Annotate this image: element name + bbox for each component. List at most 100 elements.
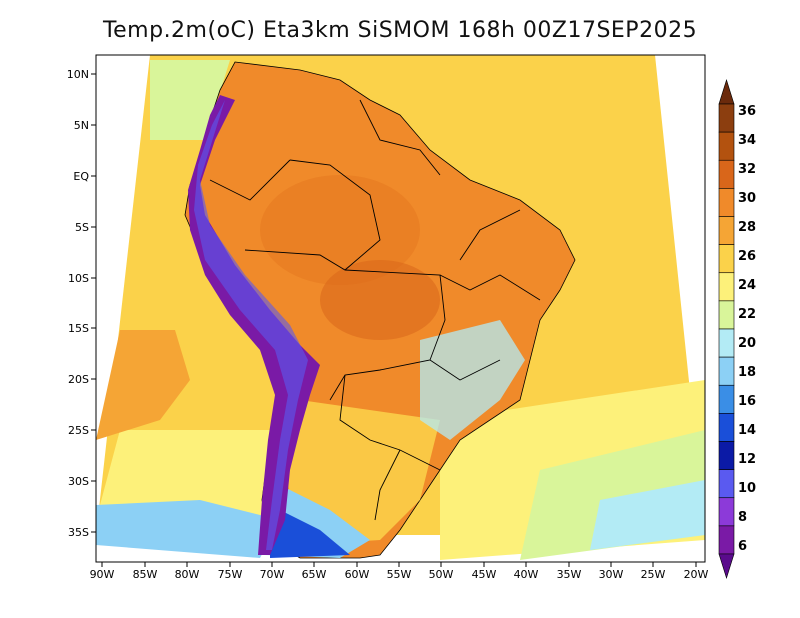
central-hot-region bbox=[320, 260, 440, 340]
lat-tick-10n: 10N bbox=[67, 68, 96, 81]
lon-label-80w: 80W bbox=[175, 568, 200, 581]
colorbar-swatch bbox=[718, 469, 735, 499]
ocean-cold-southeast bbox=[590, 480, 705, 550]
lat-tick-25s: 25S bbox=[68, 424, 96, 437]
lat-label-10s: 10S bbox=[68, 272, 89, 285]
colorbar-label-8: 8 bbox=[738, 510, 747, 525]
lon-label-45w: 45W bbox=[472, 568, 497, 581]
colorbar-swatch bbox=[718, 103, 735, 133]
map-frame-border bbox=[95, 54, 706, 563]
lat-label-5s: 5S bbox=[75, 221, 89, 234]
lon-label-90w: 90W bbox=[90, 568, 115, 581]
colorbar-swatch-bottom bbox=[718, 553, 735, 580]
lat-label-eq: EQ bbox=[73, 170, 89, 183]
lon-label-75w: 75W bbox=[218, 568, 243, 581]
lon-tick-85w: 85W bbox=[133, 562, 158, 581]
lat-tick-5s: 5S bbox=[75, 221, 96, 234]
lon-label-65w: 65W bbox=[302, 568, 327, 581]
lon-tick-40w: 40W bbox=[514, 562, 539, 581]
map-title: Temp.2m(oC) Eta3km SiSMOM 168h 00Z17SEP2… bbox=[102, 18, 698, 43]
lon-tick-60w: 60W bbox=[345, 562, 370, 581]
lat-tick-eq: EQ bbox=[73, 170, 96, 183]
southeast-brazil-cool bbox=[420, 320, 525, 440]
colorbar-swatch bbox=[718, 441, 735, 470]
andes-peaks bbox=[194, 100, 308, 550]
colorbar-swatch bbox=[718, 216, 735, 245]
colorbar-swatch bbox=[718, 356, 735, 386]
lon-label-55w: 55W bbox=[387, 568, 412, 581]
lat-tick-5n: 5N bbox=[74, 119, 96, 132]
lat-label-10n: 10N bbox=[67, 68, 89, 81]
lon-label-85w: 85W bbox=[133, 568, 158, 581]
colorbar-swatch bbox=[718, 131, 735, 161]
lat-label-30s: 30S bbox=[68, 475, 89, 488]
lon-tick-35w: 35W bbox=[557, 562, 582, 581]
amazon-hot-region bbox=[260, 175, 420, 285]
lon-tick-20w: 20W bbox=[684, 562, 709, 581]
latitude-axis: 10N 5N EQ 5S 10S 15S 20S 25S 30S 35S bbox=[67, 68, 96, 539]
lat-tick-10s: 10S bbox=[68, 272, 96, 285]
colorbar-label-24: 24 bbox=[738, 278, 756, 293]
colorbar-swatch bbox=[718, 244, 735, 274]
lon-label-30w: 30W bbox=[599, 568, 624, 581]
colorbar-label-10: 10 bbox=[738, 481, 756, 496]
lon-tick-45w: 45W bbox=[472, 562, 497, 581]
colorbar-swatch bbox=[718, 328, 735, 358]
ocean-warm-patch bbox=[96, 330, 190, 440]
colorbar-label-26: 26 bbox=[738, 249, 756, 264]
lon-tick-65w: 65W bbox=[302, 562, 327, 581]
lon-tick-90w: 90W bbox=[90, 562, 115, 581]
colorbar: 36 34 32 30 28 26 24 22 20 18 16 14 12 1… bbox=[718, 78, 756, 580]
lon-tick-25w: 25W bbox=[641, 562, 666, 581]
patagonia-colder bbox=[270, 505, 350, 558]
lon-label-40w: 40W bbox=[514, 568, 539, 581]
colorbar-label-36: 36 bbox=[738, 104, 756, 119]
lat-label-15s: 15S bbox=[68, 322, 89, 335]
lon-label-25w: 25W bbox=[641, 568, 666, 581]
colorbar-swatch bbox=[718, 272, 735, 302]
lon-tick-50w: 50W bbox=[429, 562, 454, 581]
colorbar-swatch-top bbox=[718, 78, 735, 105]
lon-label-70w: 70W bbox=[260, 568, 285, 581]
lon-tick-80w: 80W bbox=[175, 562, 200, 581]
lat-tick-35s: 35S bbox=[68, 526, 96, 539]
colorbar-label-28: 28 bbox=[738, 220, 756, 235]
colorbar-labels: 36 34 32 30 28 26 24 22 20 18 16 14 12 1… bbox=[738, 104, 756, 554]
colorbar-swatch bbox=[718, 497, 735, 527]
lon-tick-55w: 55W bbox=[387, 562, 412, 581]
colorbar-label-34: 34 bbox=[738, 133, 756, 148]
country-borders bbox=[209, 99, 541, 521]
colorbar-label-12: 12 bbox=[738, 452, 756, 467]
colorbar-swatch bbox=[718, 300, 735, 330]
colorbar-label-20: 20 bbox=[738, 336, 756, 351]
longitude-axis: 90W 85W 80W 75W 70W 65W 60W 55W 50W 45W … bbox=[90, 562, 709, 581]
lon-label-50w: 50W bbox=[429, 568, 454, 581]
colorbar-label-18: 18 bbox=[738, 365, 756, 380]
colorbar-label-16: 16 bbox=[738, 394, 756, 409]
map-field bbox=[96, 55, 705, 560]
colorbar-label-30: 30 bbox=[738, 191, 756, 206]
ocean-cold-southwest bbox=[96, 500, 280, 558]
colorbar-swatches bbox=[718, 78, 735, 580]
lat-label-25s: 25S bbox=[68, 424, 89, 437]
lat-label-5n: 5N bbox=[74, 119, 89, 132]
lon-tick-75w: 75W bbox=[218, 562, 243, 581]
colorbar-label-32: 32 bbox=[738, 162, 756, 177]
lon-label-60w: 60W bbox=[345, 568, 370, 581]
colorbar-swatch bbox=[718, 188, 735, 217]
lat-tick-30s: 30S bbox=[68, 475, 96, 488]
colorbar-label-22: 22 bbox=[738, 307, 756, 322]
lat-label-20s: 20S bbox=[68, 373, 89, 386]
lon-label-35w: 35W bbox=[557, 568, 582, 581]
colorbar-label-14: 14 bbox=[738, 423, 756, 438]
colorbar-swatch bbox=[718, 413, 735, 442]
colorbar-label-6: 6 bbox=[738, 539, 747, 554]
colorbar-swatch bbox=[718, 384, 735, 414]
lat-tick-20s: 20S bbox=[68, 373, 96, 386]
colorbar-swatch bbox=[718, 159, 735, 189]
lat-label-35s: 35S bbox=[68, 526, 89, 539]
colorbar-swatch bbox=[718, 525, 735, 555]
lon-tick-30w: 30W bbox=[599, 562, 624, 581]
lon-label-20w: 20W bbox=[684, 568, 709, 581]
